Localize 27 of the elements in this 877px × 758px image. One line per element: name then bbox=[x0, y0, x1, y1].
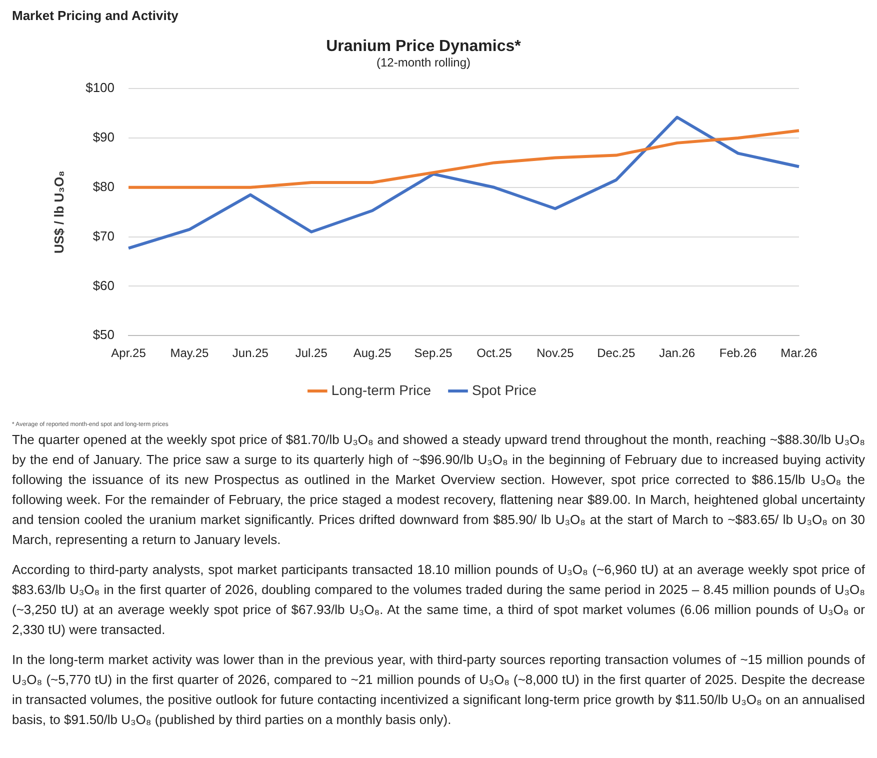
text: In the long-term market activity was lower than in the previous year, with third-party sources reporting transaction volumes of ~15 million pounds of U₃O₈ (~5,770 tU) in the first quarter of 2026, compared to ~21 million pounds of U₃O₈ (~8,000 tU) in the first quarter of 2025. Despite the decrease in transacted volumes, the positive outlook for future contacting incentivized a significant long-term price growth by $11.50/lb U₃O₈ on an annualised basis, to $91.50/lb U₃O₈ (published by third parties on a monthly basis only). bbox=[12, 651, 865, 729]
x-tick-label: Aug.25 bbox=[353, 346, 392, 360]
x-tick-label: Dec.25 bbox=[597, 346, 636, 360]
y-tick-label: $100 bbox=[86, 80, 115, 96]
text: Market Pricing and Activity bbox=[12, 8, 180, 23]
y-tick-label: $50 bbox=[92, 327, 115, 342]
chart-subtitle: (12-month rolling) bbox=[376, 56, 471, 70]
y-tick-label: $90 bbox=[92, 130, 115, 145]
text: The quarter opened at the weekly spot price of $81.70/lb U₃O₈ and showed a steady upward trend throughout the month, reaching ~$88.30/lb U₃O₈ by the end of January. The price saw a surge to its quarterly high of ~$96.90/lb U₃O₈ in the beginning of February due to increased buying activity following the issuance of its new Prospectus as outlined in the Market Overview section. However, spot price corrected to $86.15/lb U₃O₈ the following week. For the remainder of February, the price staged a modest recovery, flattening near $89.00. In March, heightened global uncertainty and tension cooled the uranium market significantly. Prices drifted downward from $85.90/ lb U₃O₈ at the start of March to ~$83.65/ lb U₃O₈ on 30 March, representing a return to January levels. bbox=[12, 431, 865, 549]
text: According to third-party analysts, spot market participants transacted 18.10 million pounds of U₃O₈ (~6,960 tU) at an average weekly spot price of $83.63/lb U₃O₈ in the first quarter of 2026, doubling compared to the volumes traded during the same period in 2025 – 8.45 million pounds of U₃O₈ (~3,250 tU) at an average weekly spot price of $67.93/lb U₃O₈. At the same time, a third of spot market volumes (6.06 million pounds of U₃O₈ or 2,330 tU) were transacted. bbox=[12, 561, 865, 639]
x-tick-label: Mar.26 bbox=[780, 346, 818, 360]
y-tick-label: $80 bbox=[92, 178, 115, 194]
x-tick-label: Jan.26 bbox=[659, 346, 696, 360]
y-tick-label: $60 bbox=[92, 278, 115, 293]
y-axis-title: US$ / lb U₃O₈ bbox=[51, 170, 66, 254]
x-tick-label: Jun.25 bbox=[232, 346, 269, 360]
x-tick-label: Apr.25 bbox=[111, 346, 146, 360]
x-tick-label: Nov.25 bbox=[536, 346, 574, 360]
chart-title: Uranium Price Dynamics* bbox=[326, 38, 522, 56]
x-tick-label: Jul.25 bbox=[295, 346, 328, 360]
x-tick-label: May.25 bbox=[170, 346, 210, 360]
x-tick-label: Sep.25 bbox=[414, 346, 453, 360]
legend-label: Spot Price bbox=[472, 382, 537, 398]
x-tick-label: Oct.25 bbox=[476, 346, 512, 360]
x-tick-label: Feb.26 bbox=[719, 346, 758, 360]
legend-label: Long-term Price bbox=[331, 382, 432, 398]
y-tick-label: $70 bbox=[92, 228, 115, 244]
